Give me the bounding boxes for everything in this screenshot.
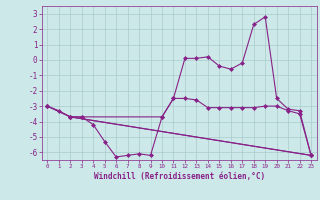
X-axis label: Windchill (Refroidissement éolien,°C): Windchill (Refroidissement éolien,°C)	[94, 172, 265, 181]
